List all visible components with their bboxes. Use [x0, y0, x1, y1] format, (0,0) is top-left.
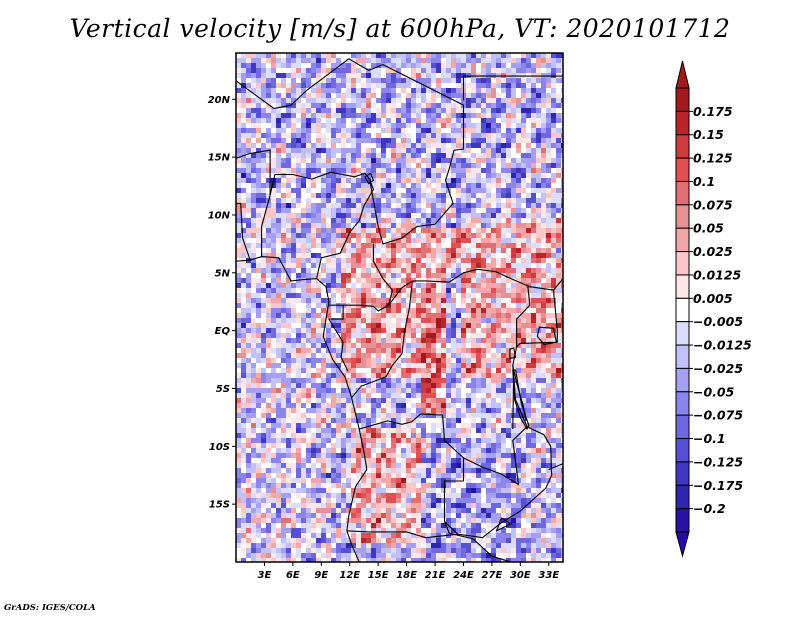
colorbar-box — [675, 321, 690, 346]
x-tick-label: 15E — [368, 570, 389, 581]
colorbar-label: 0.025 — [693, 244, 733, 259]
x-tick-label: 3E — [258, 570, 272, 581]
colorbar-label: 0.05 — [693, 221, 724, 236]
colorbar-box — [675, 157, 690, 182]
x-tick-label: 24E — [453, 570, 474, 581]
x-tick-label: 27E — [482, 570, 503, 581]
lake-outline — [536, 326, 558, 346]
x-tick-label: 12E — [339, 570, 360, 581]
colorbar-under-triangle — [675, 531, 690, 558]
colorbar-label: 0.175 — [693, 104, 733, 119]
colorbar-label: 0.1 — [693, 174, 715, 189]
country-border — [316, 178, 375, 279]
lake-outline — [509, 347, 517, 360]
country-border — [351, 280, 413, 399]
colorbar-label: 0.0125 — [693, 267, 742, 282]
x-tick-label: 30E — [510, 570, 531, 581]
country-border — [548, 463, 563, 471]
colorbar-label: −0.2 — [693, 501, 726, 516]
y-tick-label: EQ — [215, 326, 231, 337]
country-border — [348, 58, 465, 245]
y-tick-label: 15S — [209, 500, 230, 511]
colorbar-label: −0.05 — [693, 384, 735, 399]
colorbar-box — [675, 367, 690, 393]
y-axis: 20N 15N 10N 5N EQ 5S 10S 15S — [208, 95, 236, 511]
colorbar-label: −0.175 — [693, 478, 743, 493]
colorbar-box — [675, 251, 690, 276]
colorbar-box — [675, 134, 690, 159]
colorbar-box — [675, 204, 690, 229]
colorbar-box — [675, 508, 690, 533]
colorbar-box — [675, 87, 690, 112]
country-border — [462, 75, 563, 101]
y-tick-label: 20N — [208, 95, 231, 106]
colorbar-label: 0.075 — [693, 197, 733, 212]
colorbar-label: −0.1 — [693, 431, 726, 446]
lake-outline — [495, 517, 513, 532]
country-border — [516, 290, 558, 348]
y-tick-label: 10N — [208, 210, 231, 221]
x-tick-label: 21E — [425, 570, 446, 581]
colorbar-box — [675, 297, 690, 323]
colorbar-box — [675, 391, 690, 416]
lake-outline — [364, 172, 375, 185]
map-frame — [235, 52, 564, 563]
colorbar-box — [675, 414, 690, 440]
colorbar-label: 0.15 — [693, 127, 724, 142]
country-border — [388, 268, 563, 306]
colorbar-box — [675, 344, 690, 369]
colorbar-box — [675, 110, 690, 136]
colorbar-box — [675, 227, 690, 253]
chart-title: Vertical velocity [m/s] at 600hPa, VT: 2… — [69, 14, 731, 43]
colorbar-label: −0.005 — [693, 314, 743, 329]
colorbar-box — [675, 438, 690, 463]
country-border — [457, 426, 553, 539]
colorbar-box — [675, 484, 690, 510]
grads-credit: GrADS: IGES/COLA — [4, 603, 96, 613]
country-border — [236, 202, 251, 261]
colorbar-label: −0.075 — [693, 408, 743, 423]
x-tick-label: 6E — [286, 570, 300, 581]
x-axis: 3E 6E 9E 12E 15E 18E 21E 24E 27E 30E 33E — [258, 562, 559, 581]
x-tick-label: 9E — [314, 570, 328, 581]
y-tick-label: 5N — [215, 268, 231, 279]
colorbar: 0.175 0.15 0.125 0.1 0.075 0.05 0.025 0.0125 0.0… — [675, 60, 752, 558]
colorbar-over-triangle — [675, 60, 690, 89]
colorbar-box — [675, 180, 690, 206]
x-tick-label: 18E — [396, 570, 417, 581]
colorbar-label: 0.005 — [693, 291, 733, 306]
colorbar-label: 0.125 — [693, 151, 733, 166]
country-border — [236, 149, 371, 196]
country-border — [327, 305, 349, 372]
lake-outline — [512, 369, 530, 431]
colorbar-box — [675, 461, 690, 486]
country-border — [346, 413, 465, 539]
country-border — [328, 243, 394, 312]
country-border — [443, 521, 512, 562]
colorbar-label: −0.0125 — [693, 338, 752, 353]
colorbar-label: −0.025 — [693, 361, 743, 376]
velocity-field — [236, 53, 563, 562]
country-border — [236, 58, 350, 110]
country-border — [463, 286, 531, 486]
y-tick-label: 5S — [216, 384, 230, 395]
y-tick-label: 10S — [209, 442, 230, 453]
x-tick-label: 33E — [538, 570, 559, 581]
country-borders — [236, 58, 563, 562]
country-border — [236, 256, 368, 562]
y-tick-label: 15N — [208, 153, 231, 164]
country-border — [261, 195, 271, 257]
colorbar-box — [675, 274, 690, 299]
colorbar-label: −0.125 — [693, 454, 743, 469]
